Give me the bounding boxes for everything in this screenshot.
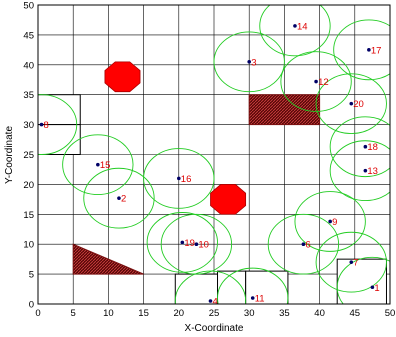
sensor-node-label: 7 xyxy=(353,258,358,269)
x-tick-label: 0 xyxy=(35,308,40,319)
coverage-circle xyxy=(160,213,233,275)
sensor-node-point xyxy=(301,242,306,246)
y-axis-label: Y-Coordinate xyxy=(4,126,15,184)
hatched-triangle-obstacle xyxy=(72,243,144,275)
sensor-node-point xyxy=(349,260,354,264)
sensor-node-label: 11 xyxy=(255,294,265,305)
y-tick-label: 25 xyxy=(23,150,34,161)
sensor-node-label: 16 xyxy=(181,174,192,185)
coverage-circle xyxy=(294,191,366,252)
sensor-node-label: 19 xyxy=(184,238,195,249)
x-axis-label: X-Coordinate xyxy=(185,323,244,334)
sensor-node-point xyxy=(250,296,255,300)
sensor-node-point xyxy=(39,122,44,127)
sensor-node-point xyxy=(363,168,368,173)
coverage-circles xyxy=(38,5,390,304)
outlined-obstacle xyxy=(336,258,387,305)
coverage-circle xyxy=(336,256,390,304)
sensor-node-point xyxy=(208,299,213,303)
x-tick-label: 50 xyxy=(385,308,396,319)
sensor-node-label: 8 xyxy=(44,120,49,131)
sensor-node-label: 6 xyxy=(305,240,310,251)
sensor-node-point xyxy=(117,196,121,200)
octagon-obstacle xyxy=(210,184,247,215)
y-tick-label: 0 xyxy=(29,300,34,311)
coverage-circle xyxy=(143,148,215,209)
sensor-node-point xyxy=(293,24,297,28)
coverage-circle xyxy=(315,73,387,135)
y-tick-label: 45 xyxy=(23,30,34,41)
sensor-node-label: 1 xyxy=(374,283,379,294)
sensor-node-point xyxy=(349,101,354,106)
y-tick-label: 35 xyxy=(23,90,34,101)
coverage-circle xyxy=(62,134,134,196)
sensor-node-point xyxy=(194,242,199,246)
sensor-node-label: 9 xyxy=(332,217,337,228)
sensor-node-label: 17 xyxy=(371,45,382,56)
x-tick-label: 40 xyxy=(314,308,325,319)
sensor-node-point xyxy=(177,176,181,181)
sensor-node-label: 20 xyxy=(353,99,364,110)
sensor-node-point xyxy=(180,240,185,245)
outlined-obstacle xyxy=(217,270,247,305)
coverage-circle xyxy=(267,213,340,275)
coverage-circle xyxy=(38,94,78,155)
x-tick-label: 30 xyxy=(244,308,255,319)
sensor-node-label: 12 xyxy=(318,77,329,88)
coverage-circle xyxy=(83,167,155,229)
plot-frame xyxy=(37,4,391,305)
coverage-circle xyxy=(315,231,387,293)
x-tick-label: 5 xyxy=(71,308,76,319)
sensor-node-label: 18 xyxy=(367,142,378,153)
coverage-circle xyxy=(146,212,218,273)
coverage-circle xyxy=(280,51,352,112)
sensor-node-point xyxy=(328,219,332,224)
sensor-node-point xyxy=(367,48,371,52)
outlined-obstacle xyxy=(37,124,81,155)
x-tick-label: 35 xyxy=(279,308,290,319)
y-tick-label: 20 xyxy=(23,180,34,191)
x-tick-label: 25 xyxy=(209,308,220,319)
hatched-rectangle-obstacle xyxy=(248,94,321,126)
octagon-obstacle xyxy=(104,61,141,93)
x-tick-label: 15 xyxy=(138,308,149,319)
coverage-circle xyxy=(217,267,289,304)
sensor-node-point xyxy=(247,60,251,64)
sensor-node-label: 15 xyxy=(100,160,111,171)
sensor-node-label: 4 xyxy=(212,297,217,308)
coverage-circle xyxy=(329,140,390,201)
coverage-circle xyxy=(174,270,247,304)
sensor-node-point xyxy=(314,79,318,84)
sensor-node-label: 10 xyxy=(198,240,209,251)
y-tick-label: 10 xyxy=(23,240,34,251)
sensor-node-point xyxy=(370,285,375,290)
sensor-node-label: 13 xyxy=(367,166,378,177)
sensor-node-point xyxy=(363,144,368,149)
y-tick-label: 5 xyxy=(29,270,34,281)
coverage-circle xyxy=(329,116,390,178)
coverage-circle xyxy=(333,19,390,81)
y-tick-label: 40 xyxy=(23,60,34,71)
x-tick-label: 45 xyxy=(350,308,361,319)
coverage-circle xyxy=(259,5,331,57)
sensor-node-label: 14 xyxy=(297,21,308,32)
x-tick-label: 10 xyxy=(103,308,114,319)
outlined-obstacle xyxy=(37,94,81,126)
y-tick-label: 30 xyxy=(23,120,34,131)
sensor-node-label: 3 xyxy=(251,57,256,68)
y-tick-label: 15 xyxy=(23,210,34,221)
sensor-node-point xyxy=(96,162,100,167)
sensor-node-label: 2 xyxy=(121,194,126,205)
coverage-circle xyxy=(213,31,285,93)
x-tick-label: 20 xyxy=(174,308,185,319)
y-tick-label: 50 xyxy=(23,1,34,12)
axis-ticks: 0 5 10 15 20 25 30 35 40 45 50 0 5 10 15 20 25 30 35 40 45 50 xyxy=(23,1,395,320)
